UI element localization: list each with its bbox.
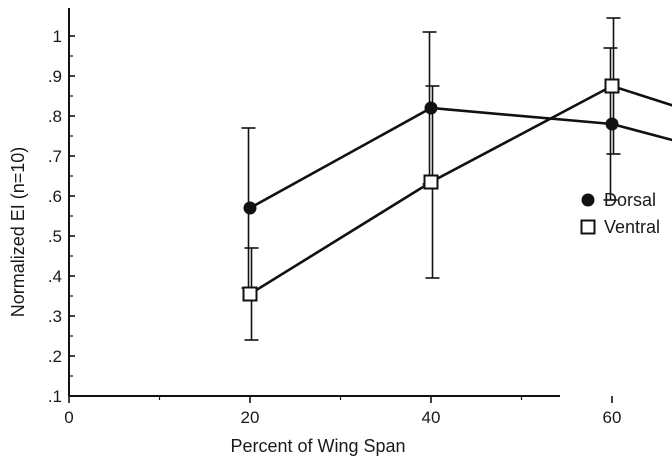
dorsal-point <box>605 117 619 131</box>
legend-ventral-marker <box>580 219 596 235</box>
legend: Dorsal Ventral <box>580 190 660 237</box>
legend-item-dorsal: Dorsal <box>581 190 656 210</box>
x-tick-label: 20 <box>241 408 260 427</box>
y-tick-label: .3 <box>48 307 62 326</box>
dorsal-point <box>424 101 438 115</box>
y-axis-title: Normalized EI (n=10) <box>8 147 28 318</box>
y-tick-label: .5 <box>48 227 62 246</box>
legend-dorsal-marker <box>581 193 595 207</box>
legend-item-ventral: Ventral <box>580 217 660 237</box>
y-tick-label: .7 <box>48 147 62 166</box>
series-layer <box>241 17 672 341</box>
y-tick-label: .9 <box>48 67 62 86</box>
dorsal-point <box>243 201 257 215</box>
axes: .1.2.3.4.5.6.7.8.91020406080100 <box>48 8 622 427</box>
x-tick-label: 60 <box>603 408 622 427</box>
series-dorsal <box>241 31 672 289</box>
x-tick-label: 0 <box>64 408 73 427</box>
y-tick-label: .8 <box>48 107 62 126</box>
ventral-point <box>242 286 258 302</box>
ventral-point <box>604 78 620 94</box>
y-tick-label: .1 <box>48 387 62 406</box>
legend-dorsal-label: Dorsal <box>604 190 656 210</box>
x-tick-label: 40 <box>422 408 441 427</box>
x-axis-title: Percent of Wing Span <box>230 436 405 456</box>
y-tick-label: 1 <box>53 27 62 46</box>
ventral-point <box>423 174 439 190</box>
legend-ventral-label: Ventral <box>604 217 660 237</box>
y-tick-label: .6 <box>48 187 62 206</box>
y-tick-label: .4 <box>48 267 62 286</box>
y-tick-label: .2 <box>48 347 62 366</box>
series-ventral <box>242 17 672 341</box>
